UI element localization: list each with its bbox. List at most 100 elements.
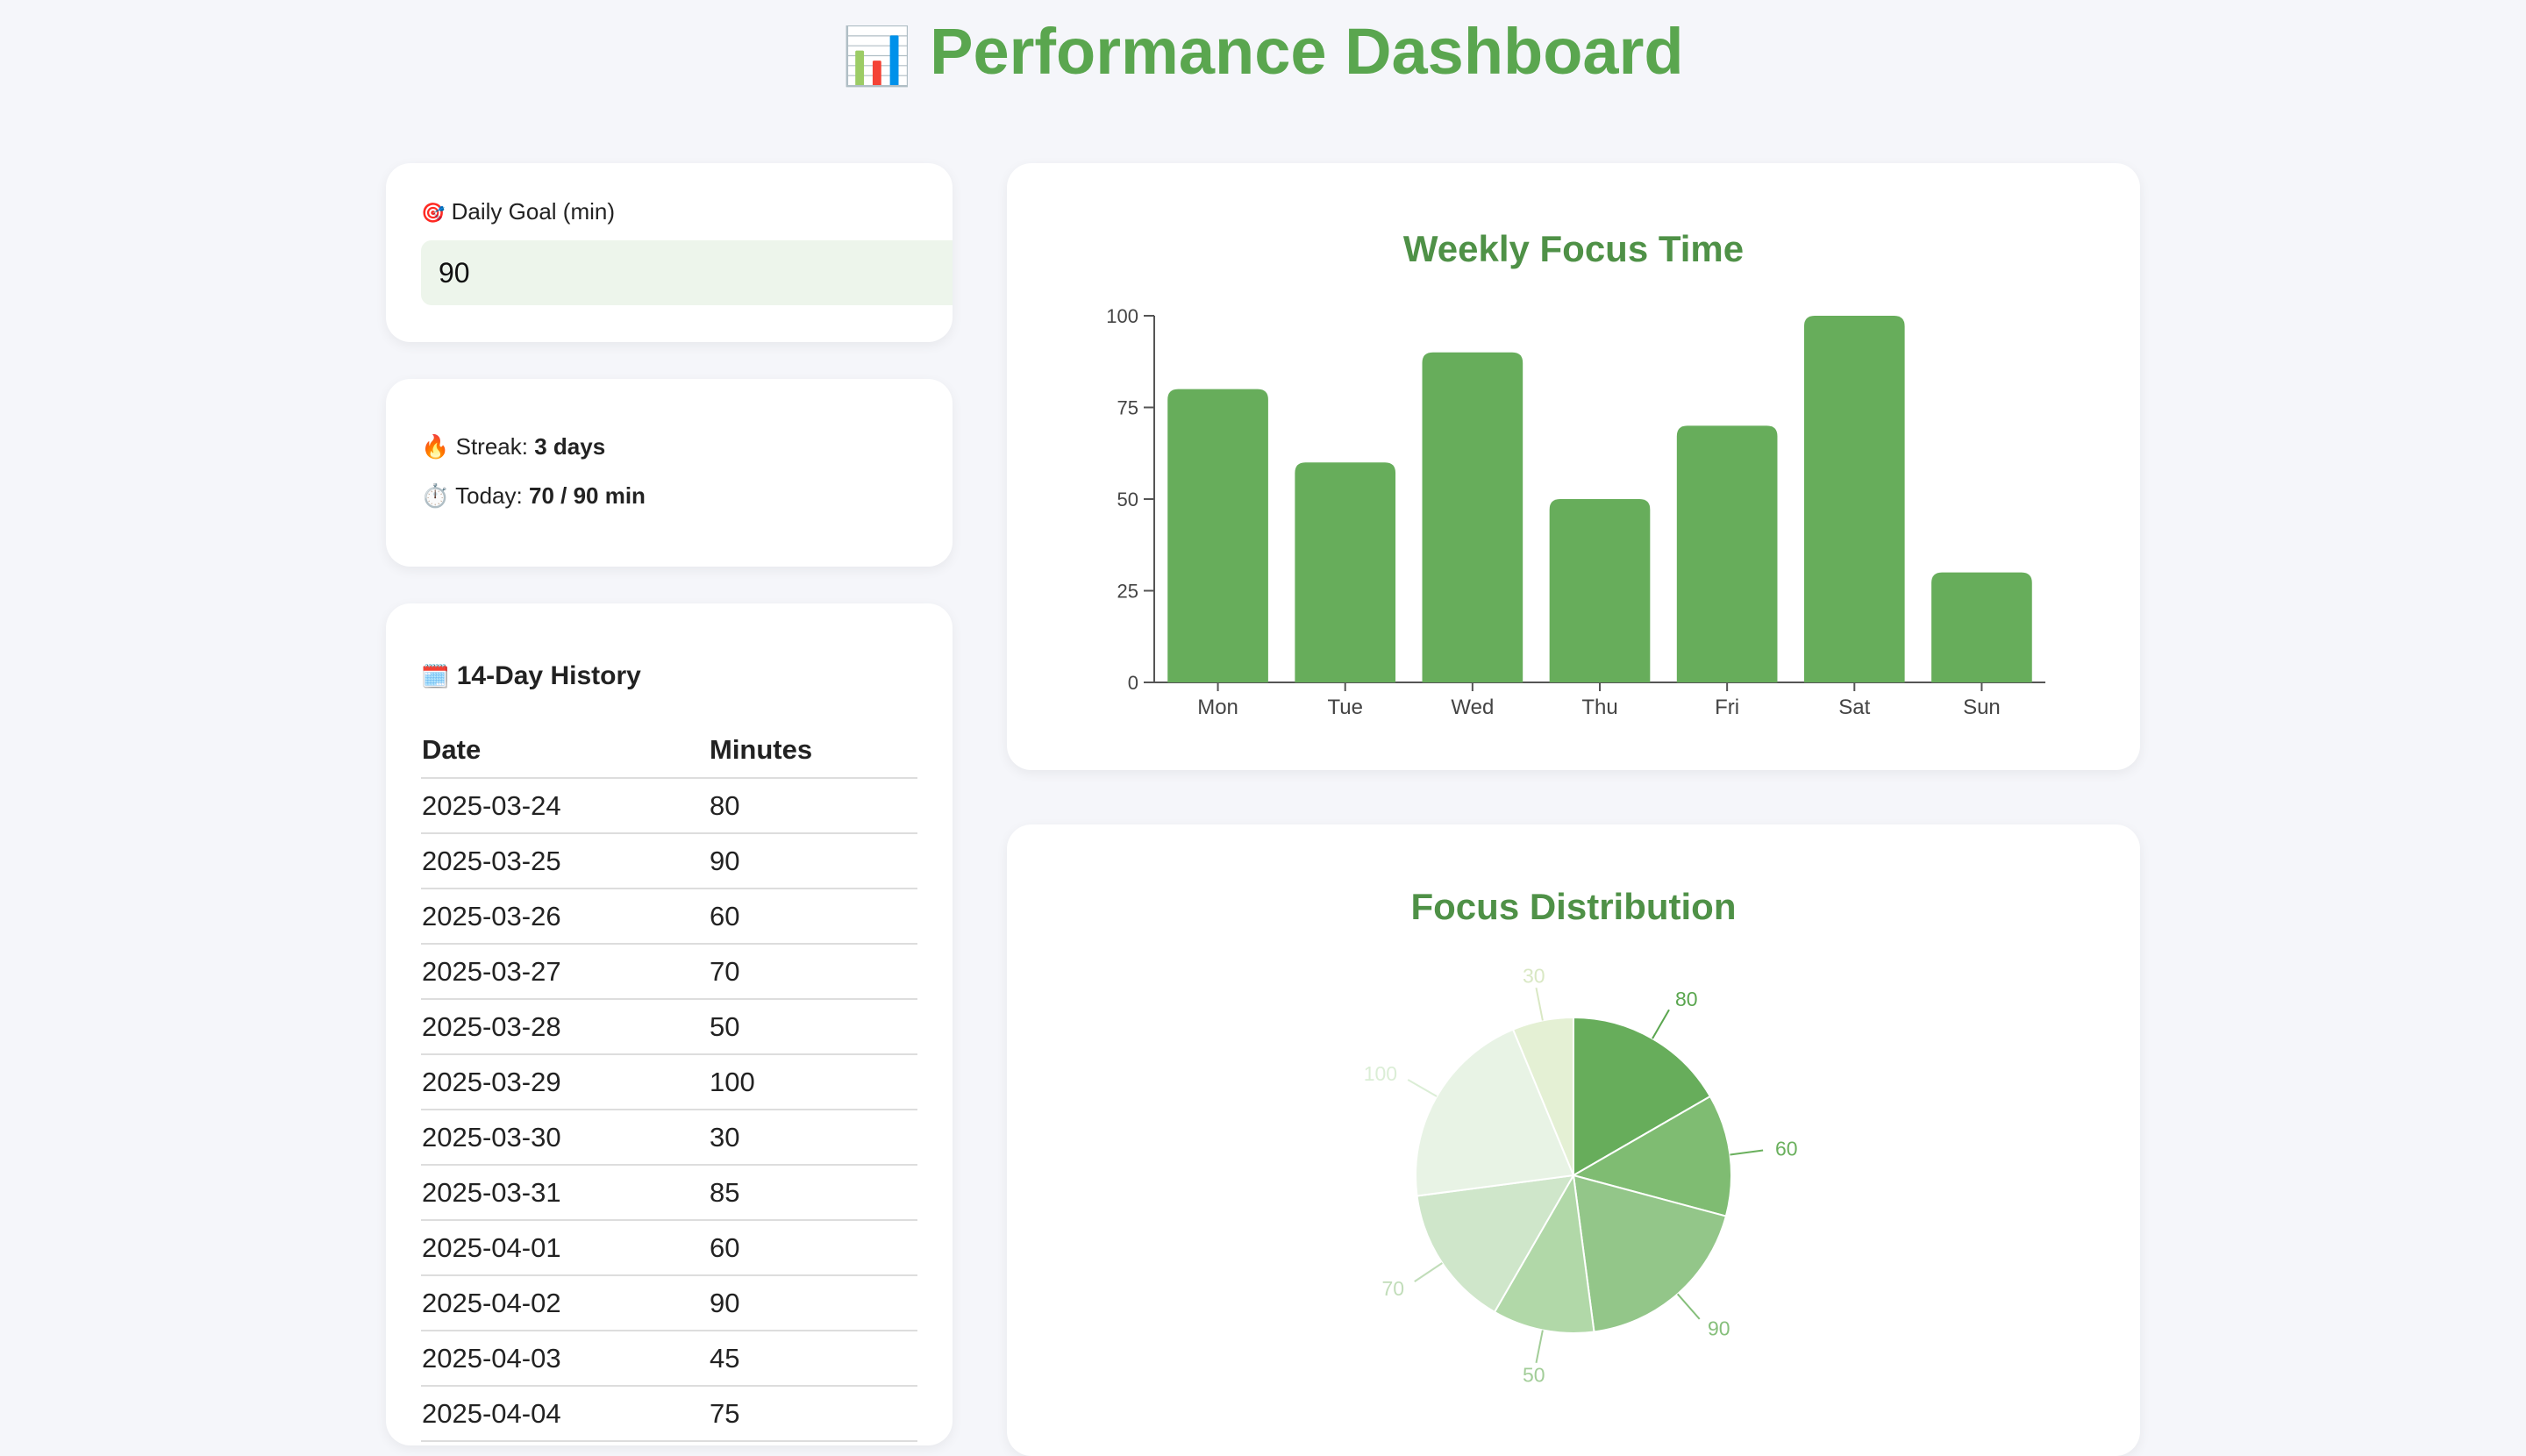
table-row: 2025-04-04 75: [421, 1386, 917, 1442]
column-header-minutes: Minutes: [709, 723, 917, 779]
focus-distribution-pie-chart: 80 60 90 50 70 100 30: [1364, 964, 1798, 1387]
history-table: Date Minutes 2025-03-24 80 2025-03-25 90 202…: [421, 723, 917, 1442]
date-cell: 2025-04-03: [421, 1331, 709, 1387]
date-cell: 2025-03-31: [421, 1165, 709, 1221]
weekly-focus-bar-chart: 0 25 50 75 100 Mon Tue Wed Thu Fri Sat Sun: [1106, 305, 2045, 719]
pie-slice: [1416, 1174, 1575, 1314]
today-line: ⏱️ Today: 70 / 90 min: [421, 482, 646, 510]
page-title: 📊 Performance Dashboard: [0, 12, 2526, 96]
minutes-cell: 30: [709, 1110, 917, 1166]
table-row: 2025-03-27 70: [421, 944, 917, 1000]
date-cell: 2025-03-25: [421, 833, 709, 889]
pie-slice-label: 30: [1523, 964, 1545, 987]
bar-sat: [1803, 316, 1905, 682]
date-cell: 2025-03-27: [421, 944, 709, 1000]
table-row: 2025-03-24 80: [421, 778, 917, 834]
streak-line: 🔥 Streak: 3 days: [421, 433, 605, 460]
pie-slice-label: 80: [1675, 988, 1698, 1010]
weekly-focus-card: Weekly Focus Time 0 25 50 75 100 Mon Tue Wed Thu…: [1007, 163, 2140, 770]
stopwatch-icon: ⏱️: [421, 482, 450, 509]
streak-label: Streak:: [455, 433, 528, 460]
bar-chart-icon: 📊: [842, 25, 913, 89]
minutes-cell: 60: [709, 889, 917, 945]
date-cell: 2025-03-24: [421, 778, 709, 834]
y-tick-label: 50: [1117, 489, 1138, 510]
pie-slice-label: 50: [1523, 1364, 1545, 1387]
pie-slice-label: 60: [1775, 1138, 1798, 1160]
date-cell: 2025-03-26: [421, 889, 709, 945]
pie-leader-line: [1652, 1009, 1670, 1039]
daily-goal-input[interactable]: [421, 240, 953, 305]
y-tick-label: 75: [1117, 397, 1138, 419]
date-cell: 2025-04-02: [421, 1275, 709, 1331]
history-title: 🗓️ 14-Day History: [421, 661, 641, 691]
pie-leader-line: [1535, 987, 1544, 1021]
bar-thu: [1549, 499, 1651, 682]
minutes-cell: 90: [709, 1275, 917, 1331]
history-card: 🗓️ 14-Day History Date Minutes 2025-03-2…: [386, 603, 953, 1445]
table-row: 2025-04-02 90: [421, 1275, 917, 1331]
pie-slice-label: 70: [1382, 1277, 1405, 1300]
x-tick-label: Sat: [1838, 696, 1870, 719]
pie-slice: [1572, 1174, 1728, 1333]
pie-leader-line: [1730, 1149, 1764, 1156]
date-cell: 2025-04-01: [421, 1220, 709, 1276]
fire-icon: 🔥: [421, 433, 450, 460]
minutes-cell: 45: [709, 1331, 917, 1387]
x-tick-label: Mon: [1197, 696, 1238, 719]
date-cell: 2025-03-28: [421, 999, 709, 1055]
x-tick-label: Tue: [1327, 696, 1362, 719]
bar-chart-title: Weekly Focus Time: [1402, 228, 1745, 269]
minutes-cell: 60: [709, 1220, 917, 1276]
pie-slice: [1511, 1016, 1574, 1176]
target-icon: 🎯: [421, 202, 446, 224]
minutes-cell: 75: [709, 1386, 917, 1442]
x-tick-label: Fri: [1715, 696, 1739, 719]
column-header-date: Date: [421, 723, 709, 779]
x-tick-label: Thu: [1581, 696, 1617, 719]
pie-chart-title: Focus Distribution: [1410, 886, 1737, 927]
bar-wed: [1422, 352, 1523, 682]
table-row: 2025-03-25 90: [421, 833, 917, 889]
pie-slice-label: 100: [1364, 1062, 1397, 1085]
daily-goal-label: 🎯 Daily Goal (min): [421, 198, 615, 225]
history-title-text: 14-Day History: [456, 661, 641, 690]
history-header-row: Date Minutes: [421, 723, 917, 779]
pie-leader-line: [1676, 1293, 1701, 1320]
pie-leader-line: [1414, 1262, 1443, 1282]
minutes-cell: 90: [709, 833, 917, 889]
table-row: 2025-03-31 85: [421, 1165, 917, 1221]
table-row: 2025-04-01 60: [421, 1220, 917, 1276]
table-row: 2025-03-30 30: [421, 1110, 917, 1166]
y-tick-label: 100: [1106, 305, 1138, 327]
x-tick-label: Wed: [1451, 696, 1494, 719]
table-row: 2025-04-03 45: [421, 1331, 917, 1387]
y-tick-label: 0: [1128, 672, 1138, 694]
pie-slice: [1415, 1028, 1575, 1197]
table-row: 2025-03-28 50: [421, 999, 917, 1055]
minutes-cell: 85: [709, 1165, 917, 1221]
today-label: Today:: [455, 482, 523, 509]
focus-distribution-card: Focus Distribution 80 60 90 50 70 100 30: [1007, 824, 2140, 1456]
date-cell: 2025-03-29: [421, 1054, 709, 1110]
daily-goal-card: 🎯 Daily Goal (min): [386, 163, 953, 342]
minutes-cell: 50: [709, 999, 917, 1055]
bar-fri: [1676, 425, 1778, 682]
pie-leader-line: [1407, 1079, 1438, 1097]
date-cell: 2025-03-30: [421, 1110, 709, 1166]
minutes-cell: 70: [709, 944, 917, 1000]
table-row: 2025-03-26 60: [421, 889, 917, 945]
x-tick-label: Sun: [1963, 696, 2001, 719]
date-cell: 2025-04-04: [421, 1386, 709, 1442]
pie-slice: [1493, 1172, 1595, 1334]
table-row: 2025-03-29 100: [421, 1054, 917, 1110]
page-title-text: Performance Dashboard: [930, 15, 1684, 88]
minutes-cell: 100: [709, 1054, 917, 1110]
stats-card: 🔥 Streak: 3 days ⏱️ Today: 70 / 90 min: [386, 379, 953, 567]
streak-value: 3 days: [534, 433, 606, 460]
today-value: 70 / 90 min: [528, 482, 646, 509]
bar-mon: [1167, 389, 1268, 682]
pie-leader-line: [1535, 1330, 1544, 1364]
pie-slice: [1571, 1095, 1732, 1217]
bar-sun: [1931, 572, 2032, 682]
